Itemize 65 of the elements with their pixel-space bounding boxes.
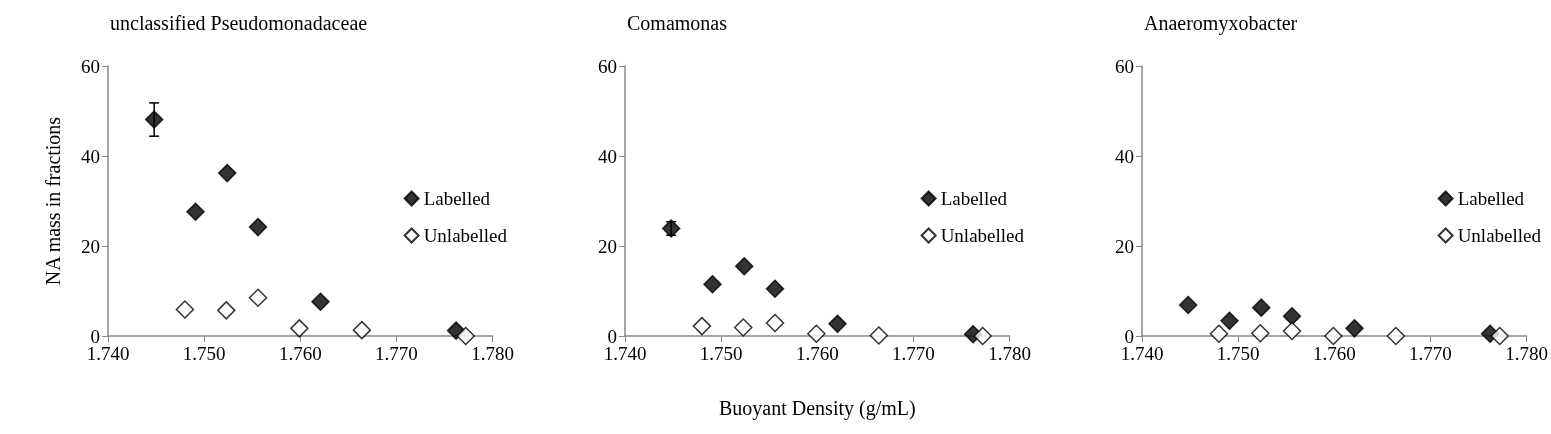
x-tick-label: 1.780: [471, 343, 514, 364]
x-tick-label: 1.770: [1409, 343, 1452, 364]
legend-label: Labelled: [423, 188, 491, 209]
legend-label: Unlabelled: [940, 225, 1025, 246]
point: [734, 318, 753, 337]
chart-title: unclassified Pseudomonadaceae: [110, 12, 368, 34]
x-tick-label: 1.760: [1312, 343, 1356, 364]
point: [1345, 319, 1364, 338]
legend-label: Unlabelled: [423, 225, 508, 246]
y-tick-label: 40: [1115, 145, 1134, 167]
x-tick-label: 1.750: [182, 343, 226, 364]
point: [661, 219, 681, 238]
point: [1490, 326, 1509, 346]
y-tick-label: 40: [598, 145, 617, 167]
point: [1251, 324, 1270, 343]
point: [144, 110, 164, 129]
point: [765, 279, 785, 298]
x-tick-label: 1.750: [1216, 343, 1260, 364]
legend-label: Unlabelled: [1457, 225, 1542, 246]
y-tick-label: 20: [598, 235, 617, 257]
y-tick-label: 20: [81, 235, 100, 257]
point: [1324, 326, 1343, 346]
x-axis-title: Buoyant Density (g/mL): [718, 397, 916, 420]
x-tick-label: 1.780: [988, 343, 1031, 364]
point: [1209, 324, 1229, 343]
point: [456, 326, 475, 346]
point: [1220, 311, 1239, 330]
y-tick-label: 60: [81, 55, 100, 77]
legend-label: Labelled: [1457, 188, 1525, 209]
x-tick-label: 1.770: [892, 343, 935, 364]
point: [765, 313, 785, 333]
point: [186, 202, 205, 222]
x-tick-label: 1.760: [795, 343, 839, 364]
point: [311, 292, 330, 312]
y-tick-label: 40: [81, 145, 100, 167]
point: [248, 288, 268, 307]
y-tick-label: 20: [1115, 235, 1134, 257]
y-tick-label: 60: [598, 55, 617, 77]
point: [217, 301, 236, 320]
point: [175, 300, 195, 319]
point: [734, 257, 754, 276]
x-tick-label: 1.780: [1505, 343, 1548, 364]
point: [1251, 298, 1271, 317]
point: [828, 314, 847, 334]
point: [1282, 306, 1302, 326]
point: [869, 326, 889, 345]
point: [703, 275, 722, 294]
point: [1282, 321, 1302, 341]
y-axis-title: NA mass in fractions: [42, 116, 64, 286]
point: [217, 163, 237, 183]
point: [973, 326, 992, 346]
x-tick-label: 1.770: [375, 343, 418, 364]
legend-label: Labelled: [940, 188, 1008, 209]
y-tick-label: 60: [1115, 55, 1134, 77]
point: [248, 217, 268, 237]
chart-title: Comamonas: [627, 12, 728, 34]
point: [352, 320, 372, 340]
x-tick-label: 1.750: [699, 343, 743, 364]
point: [1386, 326, 1406, 346]
chart-title: Anaeromyxobacter: [1144, 12, 1298, 35]
point: [807, 324, 826, 343]
point: [290, 319, 309, 338]
point: [1178, 295, 1198, 315]
point: [692, 316, 712, 336]
x-tick-label: 1.760: [278, 343, 322, 364]
